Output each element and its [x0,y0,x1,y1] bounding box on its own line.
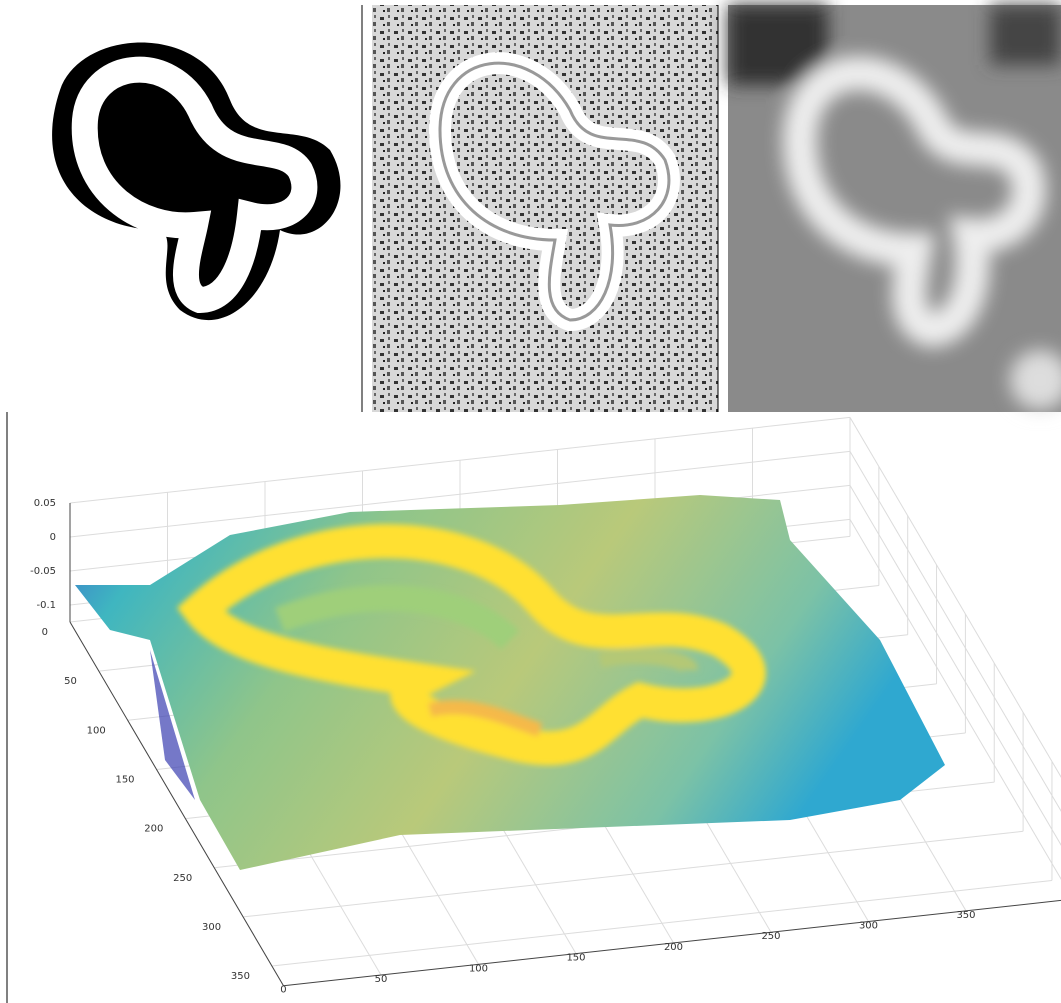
y-grid-floor [243,830,1024,918]
panel-binary [6,5,363,412]
x-tick-label: 300 [859,921,878,932]
y-tick-label: 250 [173,873,192,884]
z-tick-label: 0 [50,532,56,543]
surface [75,495,945,870]
label-layer: 0 50 100 150 200 250 300 350 0 50 100 150 200 250 300 3… [30,498,975,996]
y-tick-label: 350 [231,971,250,982]
z-grid-right [849,519,1061,880]
y-tick-label: 0 [42,627,48,638]
track-edge [438,61,671,322]
z-tick-label: -0.1 [36,600,56,611]
x-tick-label: 0 [280,985,286,996]
x-axis [283,899,1061,987]
y-tick-label: 200 [144,824,163,835]
x-tick-label: 350 [956,910,975,921]
z-grid-right [849,451,1061,812]
x-tick-label: 200 [664,942,683,953]
y-tick-label: 300 [202,922,221,933]
y-tick-label: 50 [64,676,77,687]
surface-trough [150,650,195,800]
panel-blur [728,5,1061,412]
z-grid-back [69,450,851,538]
y-grid-floor [271,879,1053,967]
track [71,56,318,314]
x-tick-label: 150 [566,953,585,964]
x-tick-label: 100 [469,963,488,974]
y-tick-label: 150 [115,774,134,785]
z-tick-label: 0.05 [34,498,56,509]
z-grid-back [69,416,851,504]
y-tick-label: 100 [87,725,106,736]
z-grid-right [849,485,1061,846]
panel-edges [372,5,719,412]
x-tick-label: 50 [375,974,388,985]
x-tick-label: 250 [761,931,780,942]
z-grid-right [849,417,1061,778]
dark-region [52,42,341,321]
surface-ridge [177,524,766,766]
surface-mesh [75,495,945,870]
y-axis [69,621,284,986]
z-tick-label: -0.05 [30,566,56,577]
